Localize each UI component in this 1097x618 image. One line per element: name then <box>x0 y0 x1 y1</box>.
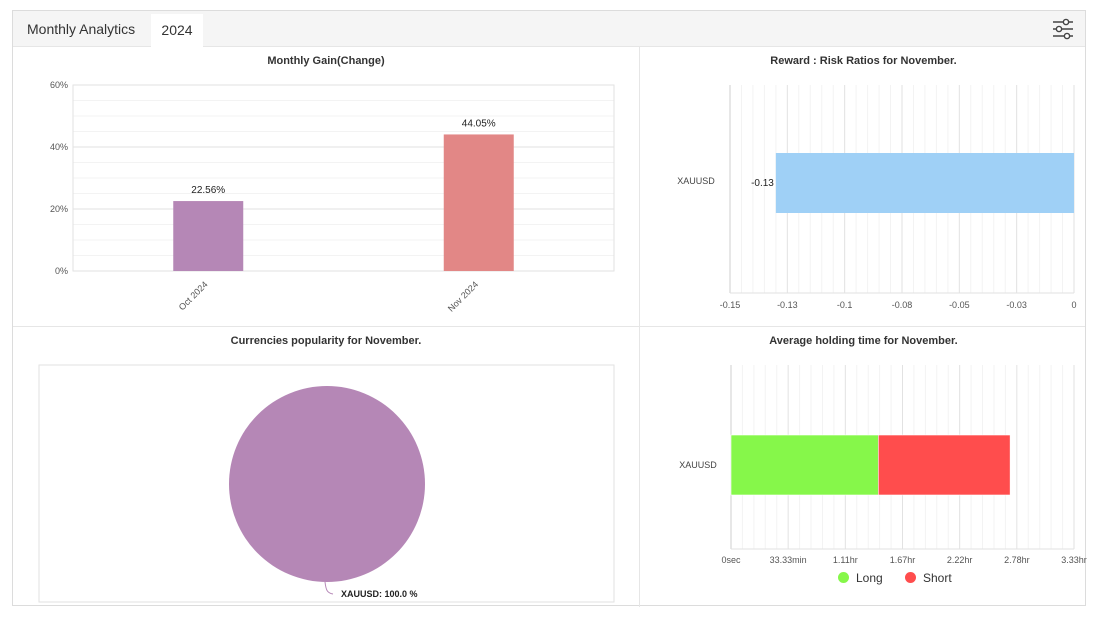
legend-dot-short <box>905 572 916 583</box>
legend-label-short: Short <box>923 571 952 585</box>
x-tick-label: -0.03 <box>1006 300 1027 310</box>
data-label: 22.56% <box>191 185 225 196</box>
x-tick-label: 3.33hr <box>1061 555 1087 565</box>
legend-long[interactable]: Long <box>838 571 883 585</box>
monthly-gain-title: Monthly Gain(Change) <box>267 55 385 67</box>
pie-slice-label: XAUUSD: 100.0 % <box>341 589 418 599</box>
x-tick-label: 0sec <box>721 555 741 565</box>
x-tick-label: -0.1 <box>837 300 853 310</box>
currencies-title: Currencies popularity for November. <box>230 335 422 347</box>
y-tick-label: 60% <box>50 80 68 90</box>
monthly-analytics-card: Monthly Analytics 2024 Monthly Gain(Chan… <box>12 10 1087 607</box>
page-title: Monthly Analytics <box>27 21 136 37</box>
bar <box>173 201 244 271</box>
x-tick-label: 2.22hr <box>947 555 973 565</box>
x-tick-label: -0.13 <box>777 300 798 310</box>
monthly-gain-chart: 0% 20% 40% 60% 22.56% Oct 2024 44.05% Nov 2024 <box>50 80 615 314</box>
holding-time-title: Average holding time for November. <box>769 335 958 347</box>
reward-risk-panel: Reward : Risk Ratios for November. -0.15… <box>640 47 1087 326</box>
tab-year[interactable]: 2024 <box>151 14 203 47</box>
holding-time-chart: 0sec 33.33min 1.11hr 1.67hr 2.22hr 2.78hr 3.33… <box>679 365 1087 565</box>
x-tick-label: Nov 2024 <box>446 279 480 313</box>
legend-label-long: Long <box>856 571 883 585</box>
currencies-pie-chart: XAUUSD: 100.0 % <box>38 364 615 603</box>
bar <box>443 134 514 271</box>
y-category-label: XAUUSD <box>679 460 717 470</box>
sliders-icon <box>1053 18 1073 40</box>
holding-time-panel: Average holding time for November. 0sec 3… <box>640 327 1087 607</box>
x-tick-label: 33.33min <box>770 555 807 565</box>
data-label: 44.05% <box>462 118 496 129</box>
panel-divider-horizontal <box>13 326 1085 327</box>
reward-risk-title: Reward : Risk Ratios for November. <box>770 55 957 67</box>
x-tick-label: -0.15 <box>720 300 741 310</box>
y-tick-label: 40% <box>50 142 68 152</box>
y-tick-label: 0% <box>55 266 68 276</box>
bar <box>775 153 1074 213</box>
panel-divider-vertical <box>639 47 640 607</box>
x-tick-label: 1.11hr <box>833 555 858 565</box>
x-tick-label: 0 <box>1071 300 1076 310</box>
x-tick-label: Oct 2024 <box>177 279 210 312</box>
pie-slice <box>229 386 425 582</box>
filter-button[interactable] <box>1051 18 1075 40</box>
bar-segment <box>877 434 1011 496</box>
x-tick-label: -0.05 <box>949 300 970 310</box>
y-tick-label: 20% <box>50 204 68 214</box>
y-category-label: XAUUSD <box>677 176 715 186</box>
legend-short[interactable]: Short <box>905 571 952 585</box>
pie-label-connector <box>324 581 334 595</box>
monthly-gain-panel: Monthly Gain(Change) 0% 20% 40% 60% 22.56% Oc… <box>13 47 639 326</box>
plot-frame <box>72 84 615 272</box>
legend-dot-long <box>838 572 849 583</box>
plot-frame <box>38 364 615 603</box>
card-header: Monthly Analytics 2024 <box>13 11 1085 47</box>
reward-risk-chart: -0.15 -0.13 -0.1 -0.08 -0.05 -0.03 0 -0.13 XAUUS… <box>677 85 1077 310</box>
x-tick-label: 2.78hr <box>1004 555 1030 565</box>
x-tick-label: 1.67hr <box>890 555 916 565</box>
currencies-panel: Currencies popularity for November. XAUU… <box>13 327 639 607</box>
bar-segment <box>730 434 879 496</box>
x-tick-label: -0.08 <box>892 300 913 310</box>
data-label: -0.13 <box>751 178 774 189</box>
